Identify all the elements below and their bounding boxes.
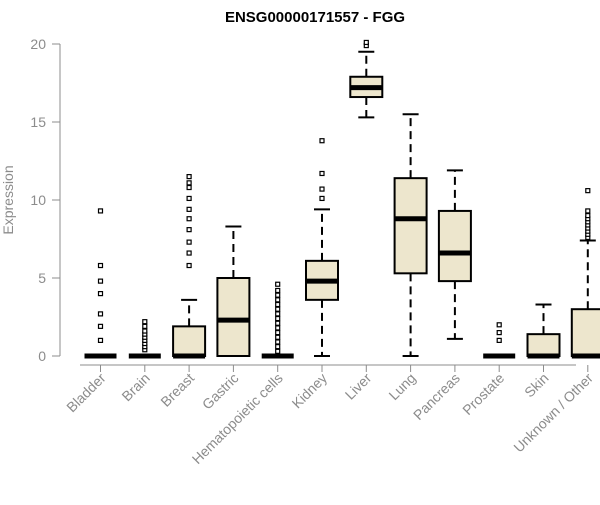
boxes xyxy=(85,40,600,356)
outlier-point xyxy=(187,196,191,200)
box-lung xyxy=(395,114,427,356)
x-tick-label: Pancreas xyxy=(410,370,463,423)
outlier-point xyxy=(99,312,103,316)
outlier-point xyxy=(276,345,280,349)
x-tick-label: Gastric xyxy=(199,370,242,413)
box-rect xyxy=(528,334,560,356)
y-tick-label: 20 xyxy=(30,36,46,52)
chart-title: ENSG00000171557 - FGG xyxy=(225,9,405,26)
outlier-point xyxy=(320,196,324,200)
y-ticks: 0 5 10 15 20 xyxy=(30,36,60,364)
box-rect xyxy=(439,211,471,281)
outlier-point xyxy=(586,214,590,218)
box-rect xyxy=(395,178,427,273)
outlier-point xyxy=(276,326,280,330)
outlier-point xyxy=(586,189,590,193)
outlier-point xyxy=(320,187,324,191)
outlier-point xyxy=(187,264,191,268)
y-tick-label: 10 xyxy=(30,192,46,208)
outlier-point xyxy=(187,228,191,232)
y-tick-label: 15 xyxy=(30,114,46,130)
x-tick-label: Bladder xyxy=(63,370,109,416)
outlier-point xyxy=(276,288,280,292)
box-unknown-other xyxy=(572,189,600,356)
outlier-point xyxy=(99,264,103,268)
outlier-point xyxy=(187,251,191,255)
box-skin xyxy=(528,305,560,356)
outlier-point xyxy=(99,279,103,283)
outlier-point xyxy=(497,331,501,335)
outlier-point xyxy=(99,338,103,342)
outlier-point xyxy=(276,298,280,302)
box-pancreas xyxy=(439,170,471,338)
outlier-point xyxy=(143,329,147,333)
box-liver xyxy=(350,40,382,117)
outlier-point xyxy=(187,240,191,244)
x-tick-label: Unknown / Other xyxy=(510,370,596,456)
outlier-point xyxy=(276,335,280,339)
y-axis-label: Expression xyxy=(0,165,16,234)
outlier-point xyxy=(497,338,501,342)
y-tick-label: 5 xyxy=(38,270,46,286)
box-bladder xyxy=(85,209,117,356)
outlier-point xyxy=(99,324,103,328)
outlier-point xyxy=(99,209,103,213)
box-rect xyxy=(173,326,205,356)
x-tick-label: Kidney xyxy=(289,370,331,412)
outlier-point xyxy=(143,324,147,328)
x-tick-label: Prostate xyxy=(459,370,507,418)
x-tick-label: Breast xyxy=(157,370,197,410)
x-tick-label: Liver xyxy=(342,370,375,403)
x-tick-label: Brain xyxy=(118,370,152,404)
box-breast xyxy=(173,175,205,356)
outlier-point xyxy=(497,323,501,327)
box-hematopoietic-cells xyxy=(262,282,294,356)
x-tick-label: Skin xyxy=(521,370,552,401)
outlier-point xyxy=(187,181,191,185)
outlier-point xyxy=(187,217,191,221)
box-gastric xyxy=(217,227,249,356)
box-kidney xyxy=(306,139,338,356)
outlier-point xyxy=(320,139,324,143)
outlier-point xyxy=(276,293,280,297)
outlier-point xyxy=(276,317,280,321)
box-rect xyxy=(572,309,600,356)
x-tick-label: Lung xyxy=(385,370,418,403)
box-rect xyxy=(217,278,249,356)
outlier-point xyxy=(187,175,191,179)
box-prostate xyxy=(483,323,515,356)
outlier-point xyxy=(276,282,280,286)
outlier-point xyxy=(276,312,280,316)
outlier-point xyxy=(99,292,103,296)
outlier-point xyxy=(276,303,280,307)
box-brain xyxy=(129,320,161,356)
outlier-point xyxy=(276,307,280,311)
outlier-point xyxy=(276,349,280,353)
outlier-point xyxy=(187,186,191,190)
outlier-point xyxy=(320,171,324,175)
outlier-point xyxy=(276,321,280,325)
outlier-point xyxy=(586,209,590,213)
outlier-point xyxy=(143,320,147,324)
outlier-point xyxy=(187,207,191,211)
outlier-point xyxy=(276,331,280,335)
outlier-point xyxy=(276,340,280,344)
y-tick-label: 0 xyxy=(38,348,46,364)
outlier-point xyxy=(364,40,368,44)
